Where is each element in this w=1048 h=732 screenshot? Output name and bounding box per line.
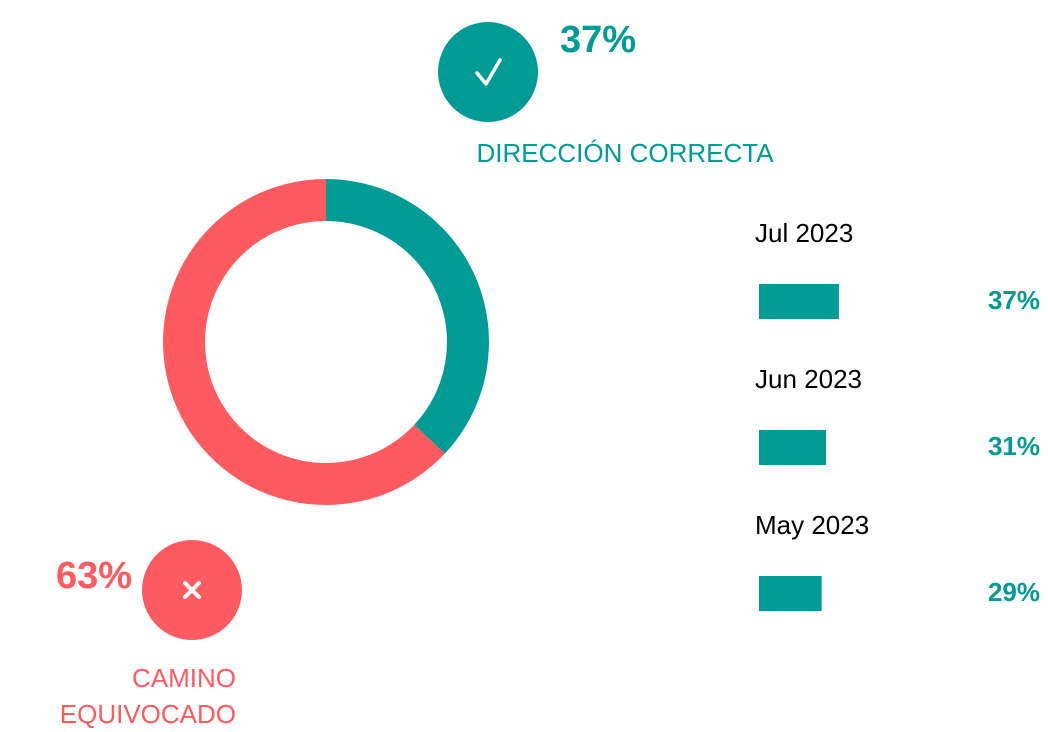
bar: [759, 430, 826, 465]
check-icon-circle: [438, 22, 538, 122]
donut-segment: [163, 179, 445, 505]
bar: [759, 576, 822, 611]
wrong-percent: 63%: [56, 555, 132, 597]
correct-percent: 37%: [560, 19, 636, 61]
bar-value-label: 31%: [988, 431, 1040, 461]
bar: [759, 284, 839, 319]
check-icon: [475, 58, 502, 86]
bar-category-label: May 2023: [755, 510, 869, 540]
bar-category-label: Jul 2023: [755, 218, 853, 248]
bar-value-label: 37%: [988, 285, 1040, 315]
correct-label: DIRECCIÓN CORRECTA: [476, 138, 774, 168]
wrong-label: CAMINO EQUIVOCADO: [59, 663, 236, 729]
bar-category-label: Jun 2023: [755, 364, 862, 394]
donut-segment: [326, 179, 489, 454]
bar-value-label: 29%: [988, 577, 1040, 607]
cross-icon: [183, 581, 201, 599]
